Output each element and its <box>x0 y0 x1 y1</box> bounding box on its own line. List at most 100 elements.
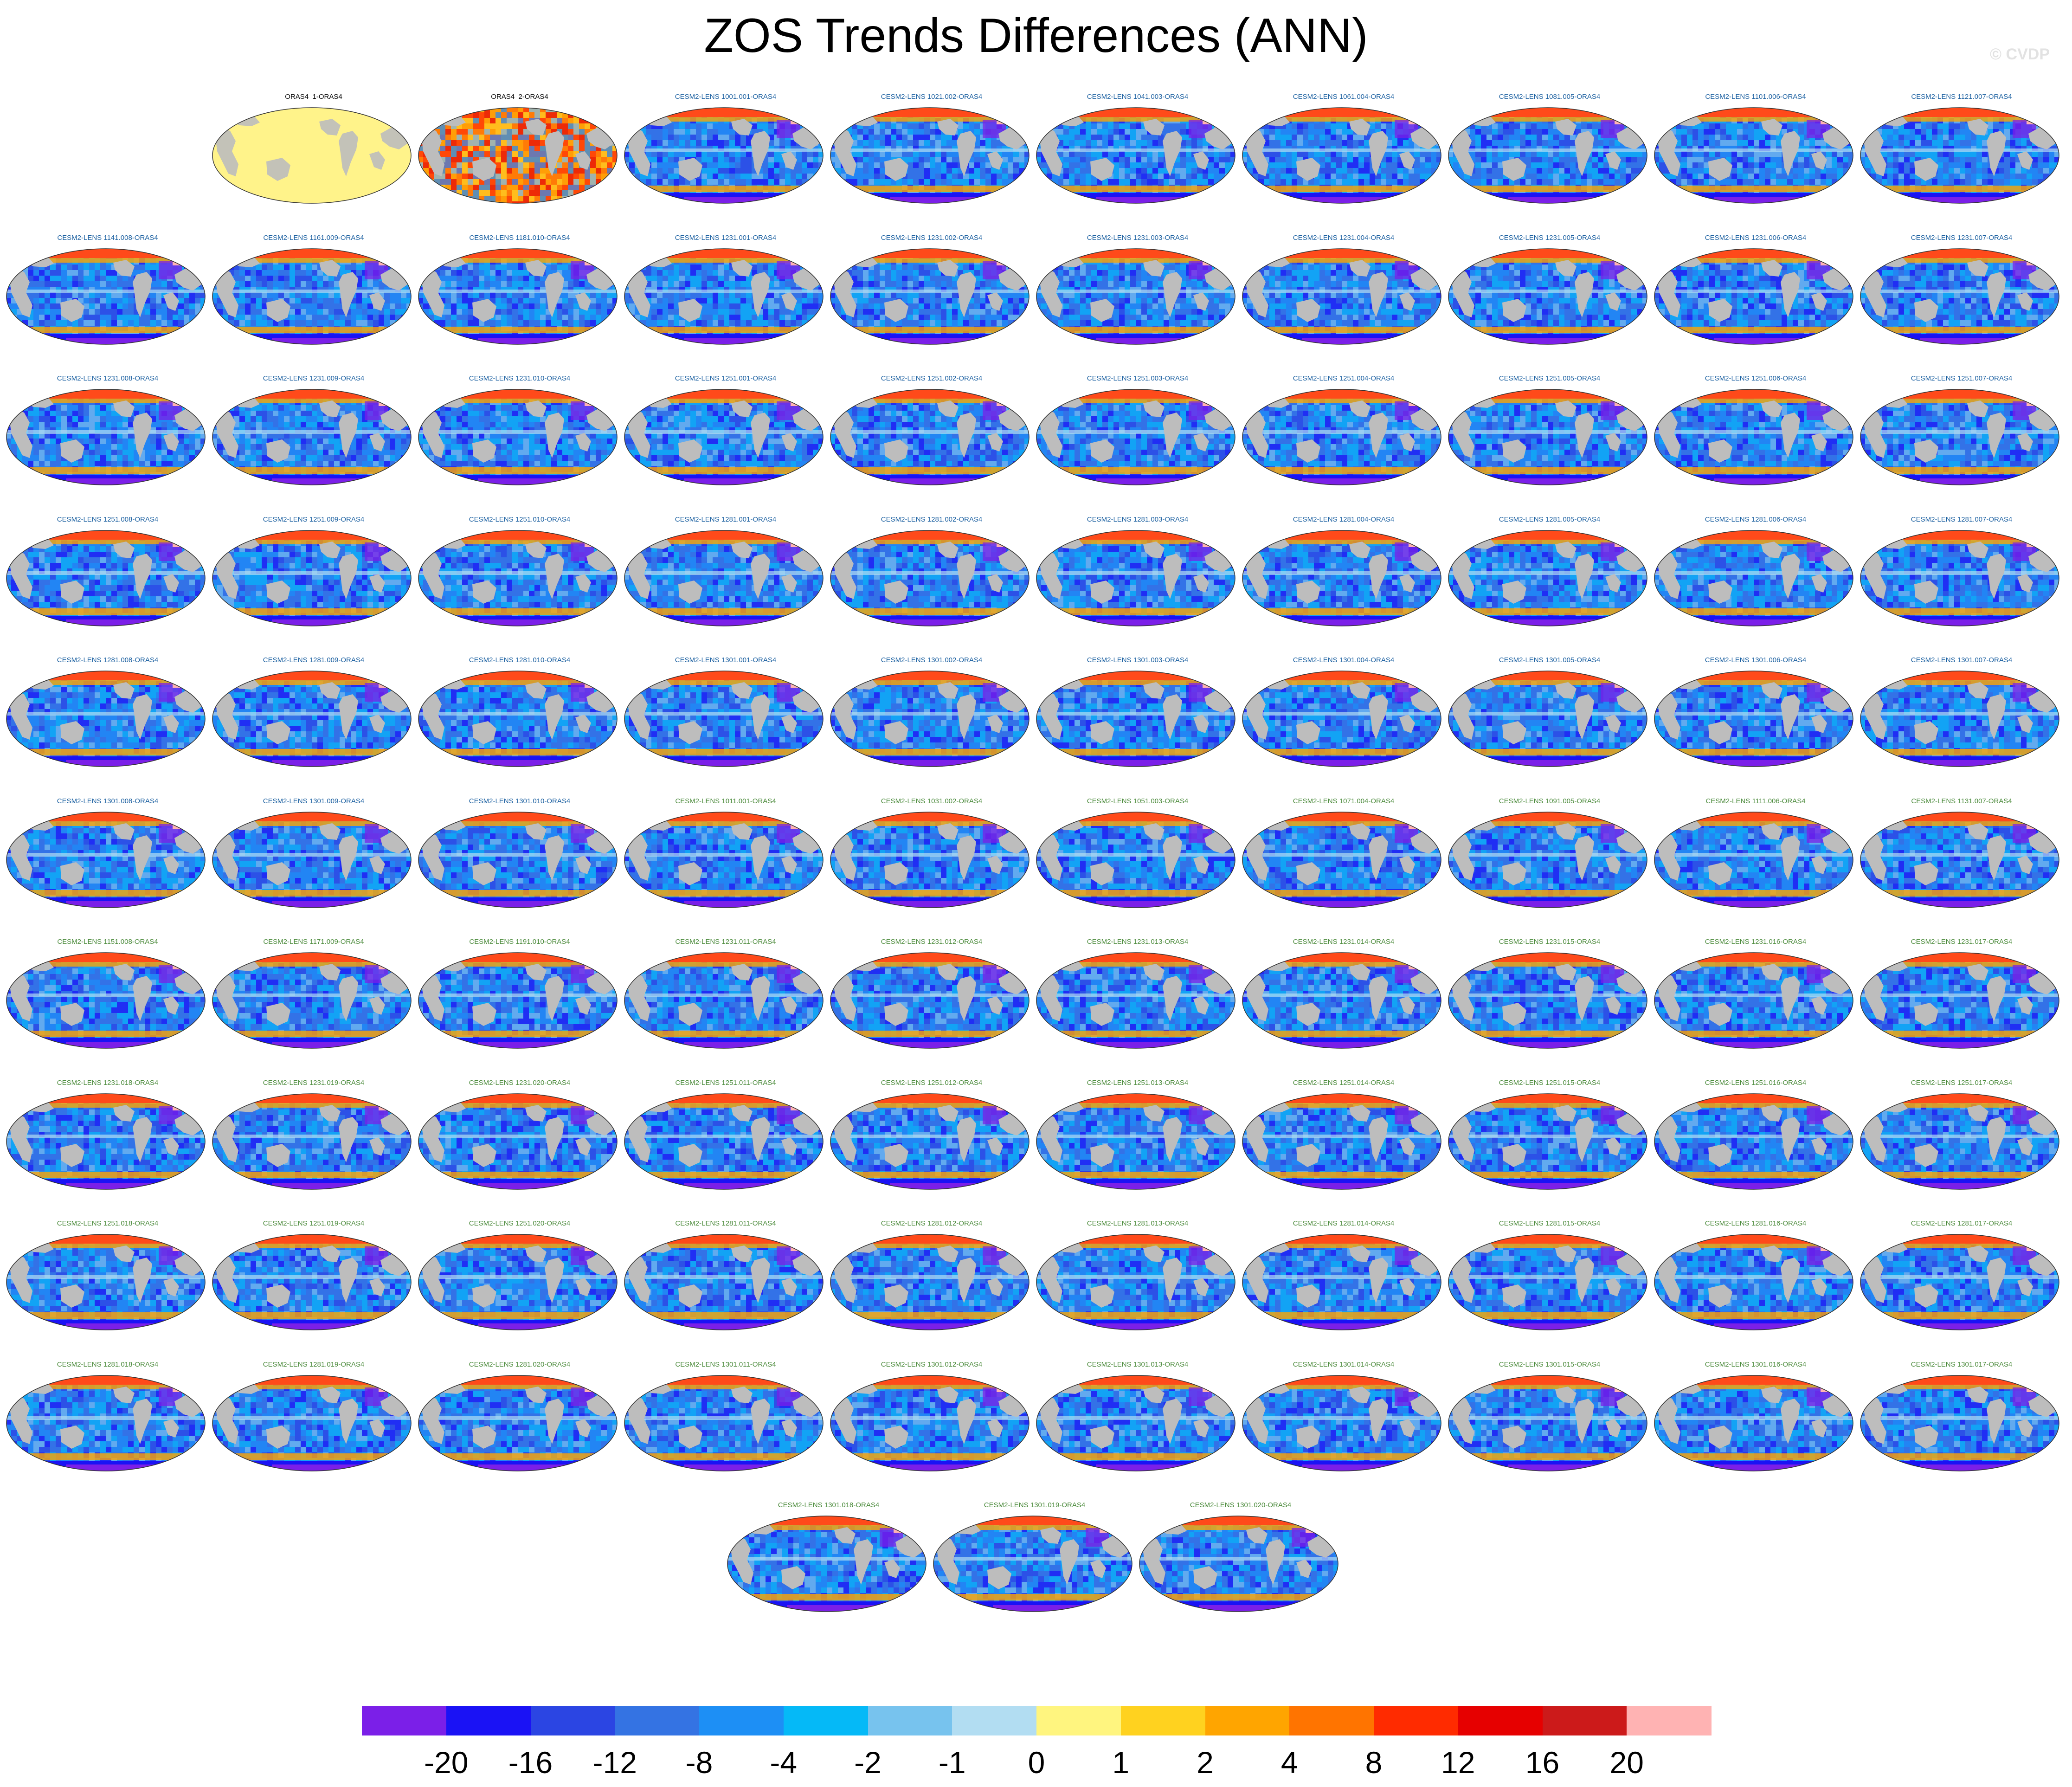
map-panel: CESM2-LENS 1091.005-ORAS4 <box>1448 797 1652 936</box>
map-panel: CESM2-LENS 1281.002-ORAS4 <box>830 516 1034 655</box>
panel-title: CESM2-LENS 1301.001-ORAS4 <box>624 656 828 664</box>
panel-title: CESM2-LENS 1281.017-ORAS4 <box>1860 1219 2064 1227</box>
map-image <box>418 529 618 627</box>
map-panel: CESM2-LENS 1251.001-ORAS4 <box>624 374 828 514</box>
map-image <box>212 811 412 909</box>
map-image <box>1036 529 1236 627</box>
map-panel: CESM2-LENS 1251.007-ORAS4 <box>1860 374 2064 514</box>
panel-title: CESM2-LENS 1281.011-ORAS4 <box>624 1219 828 1227</box>
panel-title: CESM2-LENS 1111.006-ORAS4 <box>1654 797 1858 805</box>
map-panel: CESM2-LENS 1231.019-ORAS4 <box>212 1079 416 1218</box>
colorbar-tick-label: 0 <box>1028 1745 1045 1780</box>
map-image <box>1448 107 1648 204</box>
panel-title: CESM2-LENS 1281.020-ORAS4 <box>418 1361 622 1368</box>
map-image <box>1860 529 2060 627</box>
panel-title: CESM2-LENS 1281.012-ORAS4 <box>830 1219 1034 1227</box>
map-panel: CESM2-LENS 1111.006-ORAS4 <box>1654 797 1858 936</box>
map-panel: CESM2-LENS 1301.010-ORAS4 <box>418 797 622 936</box>
map-image <box>212 107 412 204</box>
map-panel: CESM2-LENS 1251.005-ORAS4 <box>1448 374 1652 514</box>
panel-title: CESM2-LENS 1281.016-ORAS4 <box>1654 1219 1858 1227</box>
panel-title: CESM2-LENS 1041.003-ORAS4 <box>1036 93 1240 101</box>
colorbar-swatch <box>531 1706 615 1735</box>
map-image <box>418 248 618 345</box>
panel-title: CESM2-LENS 1141.008-ORAS4 <box>6 234 210 242</box>
panel-title: CESM2-LENS 1301.005-ORAS4 <box>1448 656 1652 664</box>
map-image <box>212 1093 412 1190</box>
map-image <box>212 388 412 486</box>
panel-title: CESM2-LENS 1301.003-ORAS4 <box>1036 656 1240 664</box>
map-panel: CESM2-LENS 1281.017-ORAS4 <box>1860 1219 2064 1359</box>
map-image <box>1448 670 1648 768</box>
panel-title: CESM2-LENS 1131.007-ORAS4 <box>1860 797 2064 805</box>
map-panel: CESM2-LENS 1281.001-ORAS4 <box>624 516 828 655</box>
map-image <box>624 1374 824 1472</box>
map-image <box>1448 529 1648 627</box>
colorbar-swatch <box>615 1706 699 1735</box>
map-panel: CESM2-LENS 1281.016-ORAS4 <box>1654 1219 1858 1359</box>
map-panel: CESM2-LENS 1051.003-ORAS4 <box>1036 797 1240 936</box>
panel-title: CESM2-LENS 1301.018-ORAS4 <box>727 1501 931 1509</box>
colorbar-swatch <box>1374 1706 1458 1735</box>
map-panel: CESM2-LENS 1301.001-ORAS4 <box>624 656 828 795</box>
colorbar-swatch <box>362 1706 446 1735</box>
map-image <box>1448 1233 1648 1331</box>
map-panel: CESM2-LENS 1281.008-ORAS4 <box>6 656 210 795</box>
map-panel: CESM2-LENS 1041.003-ORAS4 <box>1036 93 1240 232</box>
map-image <box>1036 248 1236 345</box>
map-image <box>1654 107 1854 204</box>
map-image <box>1860 1374 2060 1472</box>
map-image <box>1242 1233 1442 1331</box>
map-image <box>1448 248 1648 345</box>
map-panel: CESM2-LENS 1251.008-ORAS4 <box>6 516 210 655</box>
panel-title: CESM2-LENS 1251.013-ORAS4 <box>1036 1079 1240 1087</box>
map-image <box>1860 1093 2060 1190</box>
map-image <box>1448 811 1648 909</box>
colorbar-tick-label: 4 <box>1281 1745 1298 1780</box>
map-image <box>830 670 1030 768</box>
colorbar-tick-label: -1 <box>939 1745 966 1780</box>
map-image <box>1654 529 1854 627</box>
panel-title: CESM2-LENS 1281.009-ORAS4 <box>212 656 416 664</box>
map-image <box>1242 1374 1442 1472</box>
map-image <box>1654 811 1854 909</box>
panel-title: CESM2-LENS 1231.006-ORAS4 <box>1654 234 1858 242</box>
map-image <box>1242 388 1442 486</box>
colorbar-swatch <box>952 1706 1036 1735</box>
map-panel: CESM2-LENS 1281.005-ORAS4 <box>1448 516 1652 655</box>
map-image <box>830 248 1030 345</box>
panel-title: CESM2-LENS 1081.005-ORAS4 <box>1448 93 1652 101</box>
map-panel: CESM2-LENS 1231.009-ORAS4 <box>212 374 416 514</box>
panel-title: CESM2-LENS 1251.006-ORAS4 <box>1654 374 1858 382</box>
panel-title: CESM2-LENS 1231.011-ORAS4 <box>624 938 828 946</box>
map-panel: CESM2-LENS 1281.012-ORAS4 <box>830 1219 1034 1359</box>
panel-title: ORAS4_1-ORAS4 <box>212 93 416 101</box>
colorbar-tick-label: -4 <box>770 1745 797 1780</box>
panel-title: CESM2-LENS 1301.009-ORAS4 <box>212 797 416 805</box>
map-image <box>1036 952 1236 1049</box>
panel-title: CESM2-LENS 1061.004-ORAS4 <box>1242 93 1446 101</box>
map-panel: CESM2-LENS 1301.007-ORAS4 <box>1860 656 2064 795</box>
map-image <box>1242 529 1442 627</box>
map-panel: CESM2-LENS 1231.014-ORAS4 <box>1242 938 1446 1077</box>
map-image <box>212 670 412 768</box>
map-panel: CESM2-LENS 1251.017-ORAS4 <box>1860 1079 2064 1218</box>
map-image <box>624 388 824 486</box>
colorbar-tick-label: 20 <box>1610 1745 1644 1780</box>
map-panel: CESM2-LENS 1231.003-ORAS4 <box>1036 234 1240 373</box>
map-image <box>1860 952 2060 1049</box>
panel-title: CESM2-LENS 1231.020-ORAS4 <box>418 1079 622 1087</box>
map-panel: CESM2-LENS 1011.001-ORAS4 <box>624 797 828 936</box>
map-panel: CESM2-LENS 1251.019-ORAS4 <box>212 1219 416 1359</box>
panel-title: CESM2-LENS 1281.004-ORAS4 <box>1242 516 1446 523</box>
map-panel: CESM2-LENS 1301.019-ORAS4 <box>933 1501 1137 1640</box>
map-panel: CESM2-LENS 1231.006-ORAS4 <box>1654 234 1858 373</box>
map-panel: CESM2-LENS 1231.018-ORAS4 <box>6 1079 210 1218</box>
map-image <box>1242 107 1442 204</box>
colorbar-swatch <box>1627 1706 1711 1735</box>
map-image <box>830 1233 1030 1331</box>
map-panel: CESM2-LENS 1281.006-ORAS4 <box>1654 516 1858 655</box>
map-panel-grid: ORAS4_1-ORAS4 ORAS4_2-ORAS4 CESM2-LENS 100… <box>0 0 2072 1671</box>
panel-title: CESM2-LENS 1231.016-ORAS4 <box>1654 938 1858 946</box>
panel-title: ORAS4_2-ORAS4 <box>418 93 622 101</box>
